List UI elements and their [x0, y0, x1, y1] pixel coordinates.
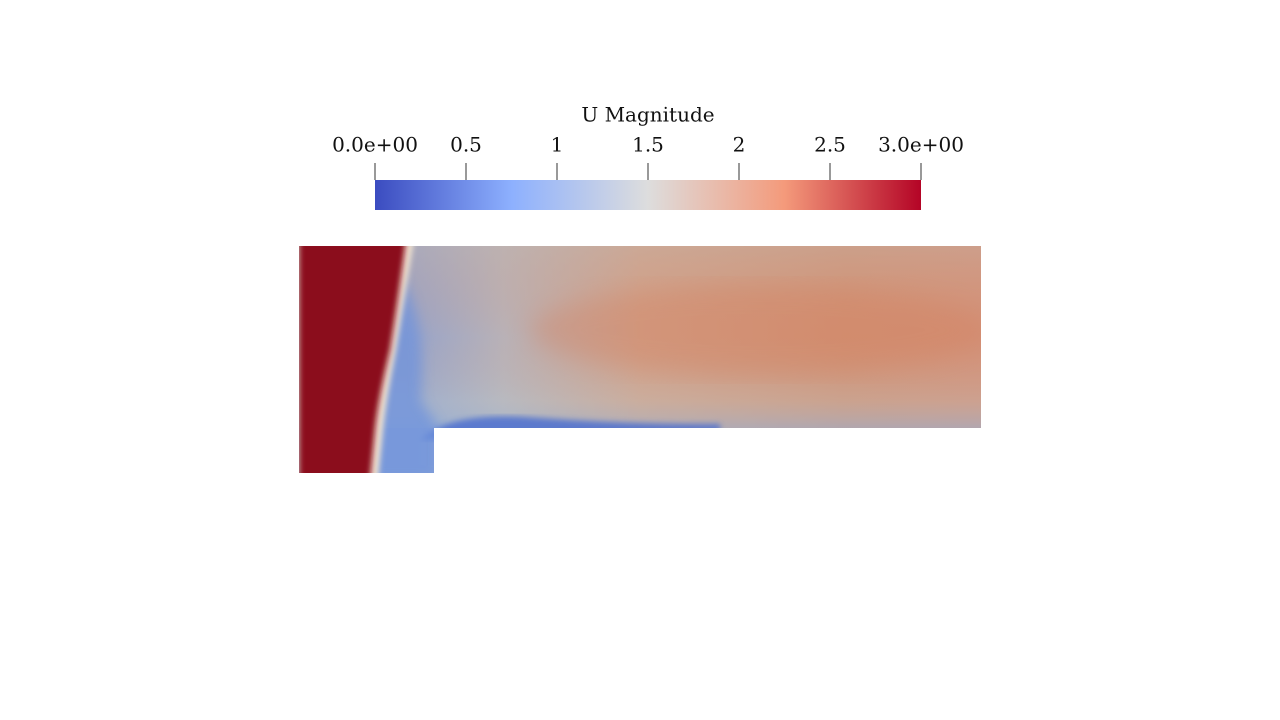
flow-field — [299, 246, 981, 473]
colorbar-ticks: 0.0e+00 0.5 1 1.5 2 2.5 3.0e+00 — [332, 133, 964, 180]
tick-label: 3.0e+00 — [878, 133, 964, 157]
tick-label: 2 — [733, 133, 746, 157]
tick-label: 2.5 — [814, 133, 846, 157]
tick-label: 1 — [551, 133, 564, 157]
tick-label: 0.0e+00 — [332, 133, 418, 157]
colorbar-title: U Magnitude — [581, 103, 714, 127]
tick-label: 0.5 — [450, 133, 482, 157]
tick-label: 1.5 — [632, 133, 664, 157]
colorbar — [375, 180, 921, 210]
